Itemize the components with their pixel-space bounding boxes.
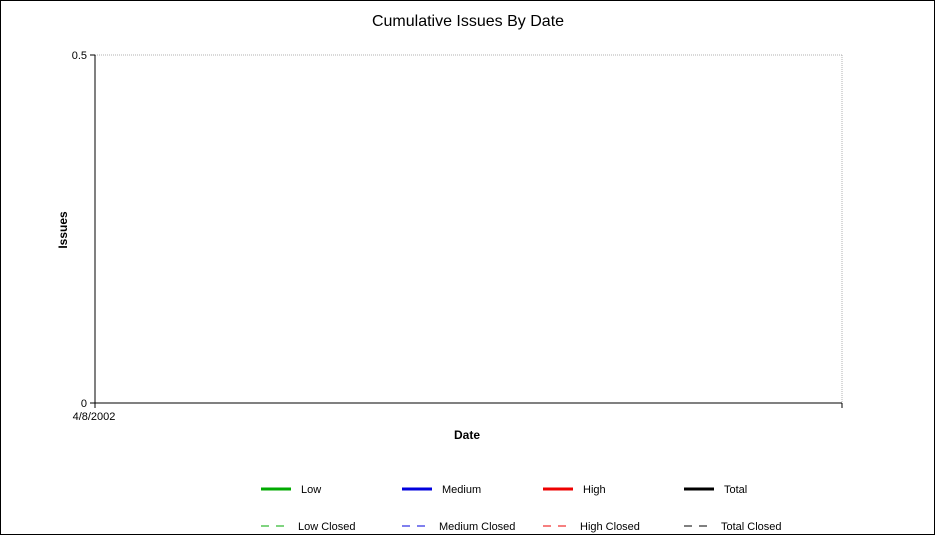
legend-item-high-closed: High Closed — [543, 521, 640, 533]
legend-item-medium: Medium — [402, 484, 481, 496]
y-axis-label: Issues — [56, 211, 70, 249]
y-tick-label-max: 0.5 — [72, 50, 87, 62]
legend-item-low-closed: Low Closed — [261, 521, 355, 533]
chart-title: Cumulative Issues By Date — [372, 13, 564, 30]
legend-label: Low — [301, 484, 321, 496]
legend-label: Medium — [442, 484, 481, 496]
legend: Low Medium High Total Low Closed Medium Close… — [261, 484, 782, 533]
legend-label: High Closed — [580, 521, 640, 533]
y-tick-label-min: 0 — [81, 398, 87, 410]
x-tick-label-start: 4/8/2002 — [73, 411, 116, 423]
legend-label: Low Closed — [298, 521, 355, 533]
legend-label: Total Closed — [721, 521, 782, 533]
legend-item-high: High — [543, 484, 606, 496]
x-axis-label: Date — [454, 428, 480, 442]
legend-item-low: Low — [261, 484, 321, 496]
legend-item-total-closed: Total Closed — [684, 521, 782, 533]
legend-item-total: Total — [684, 484, 747, 496]
legend-item-medium-closed: Medium Closed — [402, 521, 515, 533]
legend-label: High — [583, 484, 606, 496]
legend-label: Total — [724, 484, 747, 496]
legend-label: Medium Closed — [439, 521, 515, 533]
